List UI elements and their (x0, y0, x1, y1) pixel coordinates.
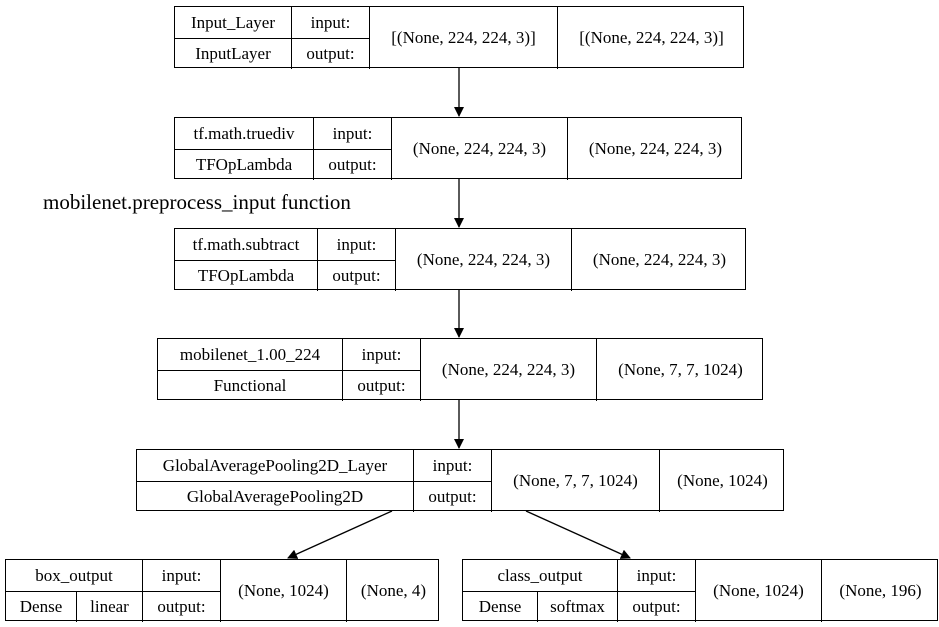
row-divider (175, 38, 369, 39)
input-label: input: (617, 560, 695, 591)
input-label: input: (313, 118, 391, 149)
output-label: output: (413, 481, 491, 512)
output-label: output: (317, 260, 395, 291)
layer-name: class_output (497, 565, 583, 585)
preprocess-annotation: mobilenet.preprocess_input function (43, 190, 351, 214)
output-label: output: (291, 38, 369, 69)
output-shape: [(None, 224, 224, 3)] (557, 7, 745, 69)
layer-type: GlobalAveragePooling2D (186, 486, 364, 506)
output-label: output: (617, 591, 695, 622)
row-divider (6, 591, 220, 592)
input-shape: (None, 224, 224, 3) (420, 339, 596, 401)
row-divider (158, 370, 420, 371)
layer-type: Dense (19, 596, 63, 616)
input-shape: (None, 7, 7, 1024) (491, 450, 659, 512)
layer-type: TFOpLambda (195, 154, 293, 174)
input-shape: (None, 224, 224, 3) (391, 118, 567, 180)
layer-name: Input_Layer (190, 12, 276, 32)
layer-node-truediv: tf.math.truediv TFOpLambda input: output: (N… (174, 117, 743, 180)
layer-activation: linear (76, 591, 142, 622)
layer-node-mobilenet: mobilenet_1.00_224 Functional input: output… (157, 338, 764, 401)
row-divider (175, 260, 395, 261)
input-shape: (None, 224, 224, 3) (395, 229, 571, 291)
input-shape: (None, 1024) (695, 560, 821, 622)
output-shape: (None, 1024) (659, 450, 785, 512)
input-shape: [(None, 224, 224, 3)] (369, 7, 557, 69)
row-divider (463, 591, 695, 592)
output-shape: (None, 4) (346, 560, 440, 622)
layer-activation: softmax (537, 591, 617, 622)
layer-node-subtract: tf.math.subtract TFOpLambda input: output:(… (174, 228, 747, 291)
row-divider (175, 149, 391, 150)
edge-gap-to-class_output (525, 510, 631, 559)
layer-node-input_layer: Input_Layer InputLayer input: output: [(None… (174, 6, 745, 69)
input-label: input: (413, 450, 491, 481)
edge-gap-to-box_output (287, 510, 393, 559)
layer-type: Functional (213, 375, 287, 395)
layer-name: mobilenet_1.00_224 (179, 344, 321, 364)
layer-node-class_output: class_output Dense softmax input: output: (No… (462, 559, 939, 622)
output-label: output: (142, 591, 220, 622)
input-label: input: (291, 7, 369, 38)
output-label: output: (313, 149, 391, 180)
layer-type: TFOpLambda (197, 265, 295, 285)
layer-node-box_output: box_output Dense linear input: output: (None,… (5, 559, 440, 622)
layer-node-gap: GlobalAveragePooling2D_Layer GlobalAverag… (136, 449, 785, 512)
input-label: input: (142, 560, 220, 591)
layer-name: GlobalAveragePooling2D_Layer (162, 455, 388, 475)
output-shape: (None, 7, 7, 1024) (596, 339, 764, 401)
layer-name: tf.math.truediv (193, 123, 295, 143)
output-label: output: (342, 370, 420, 401)
input-label: input: (317, 229, 395, 260)
layer-name: box_output (35, 565, 113, 585)
layer-name: tf.math.subtract (192, 234, 300, 254)
output-shape: (None, 224, 224, 3) (571, 229, 747, 291)
input-label: input: (342, 339, 420, 370)
output-shape: (None, 196) (821, 560, 939, 622)
output-shape: (None, 224, 224, 3) (567, 118, 743, 180)
layer-type: Dense (478, 596, 522, 616)
input-shape: (None, 1024) (220, 560, 346, 622)
row-divider (137, 481, 491, 482)
layer-type: InputLayer (195, 43, 271, 63)
